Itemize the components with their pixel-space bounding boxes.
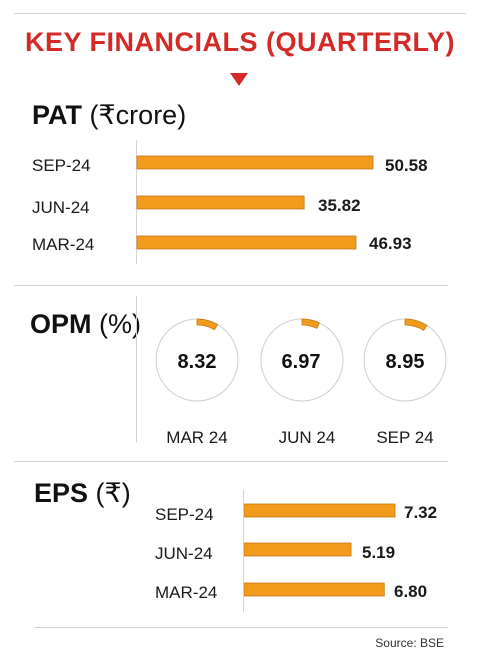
title-pointer-icon <box>230 73 248 86</box>
eps-section-title: EPS (₹) <box>34 478 131 509</box>
bottom-divider <box>34 627 448 628</box>
eps-axis-line <box>243 490 244 612</box>
opm-pie-slice <box>196 318 219 331</box>
opm-value-label: 8.95 <box>385 351 425 373</box>
pat-category-label: SEP-24 <box>32 156 91 175</box>
pat-bar <box>136 235 357 250</box>
source-note: Source: BSE <box>375 636 444 650</box>
opm-value-label: 8.32 <box>177 351 217 373</box>
eps-bar <box>243 503 396 518</box>
opm-section-title: OPM (%) <box>30 309 141 340</box>
eps-category-label: MAR-24 <box>155 583 218 602</box>
eps-value-label: 5.19 <box>362 543 396 562</box>
pat-title-unit: (₹crore) <box>89 100 187 130</box>
section-divider <box>14 461 448 462</box>
eps-bar <box>243 542 352 557</box>
opm-title-label: OPM <box>30 309 92 339</box>
pat-section-title: PAT (₹crore) <box>32 100 186 131</box>
page-title: KEY FINANCIALS (QUARTERLY) <box>24 27 456 57</box>
pat-bar <box>136 195 305 210</box>
opm-pie-slice <box>301 318 320 329</box>
pat-bar <box>136 155 374 170</box>
pat-axis-line <box>136 140 137 264</box>
pat-category-label: JUN-24 <box>32 198 90 217</box>
pat-value-label: 35.82 <box>318 196 361 215</box>
eps-value-label: 7.32 <box>404 503 438 522</box>
eps-value-label: 6.80 <box>394 582 428 601</box>
opm-period-label: JUN 24 <box>278 428 336 447</box>
eps-category-label: JUN-24 <box>155 544 213 563</box>
opm-period-label: MAR 24 <box>166 428 228 447</box>
eps-title-label: EPS <box>34 478 89 508</box>
opm-period-label: SEP 24 <box>376 428 434 447</box>
opm-value-label: 6.97 <box>281 351 321 373</box>
section-divider <box>14 285 448 286</box>
opm-pie-slice <box>404 318 428 331</box>
pat-value-label: 46.93 <box>369 234 412 253</box>
pat-title-label: PAT <box>32 100 82 130</box>
opm-title-unit: (%) <box>99 309 142 339</box>
eps-category-label: SEP-24 <box>155 505 214 524</box>
eps-title-unit: (₹) <box>95 478 131 508</box>
opm-axis-line <box>136 296 137 442</box>
pat-category-label: MAR-24 <box>32 235 95 254</box>
eps-bar <box>243 582 385 597</box>
pat-value-label: 50.58 <box>385 156 428 175</box>
top-divider <box>14 13 466 14</box>
